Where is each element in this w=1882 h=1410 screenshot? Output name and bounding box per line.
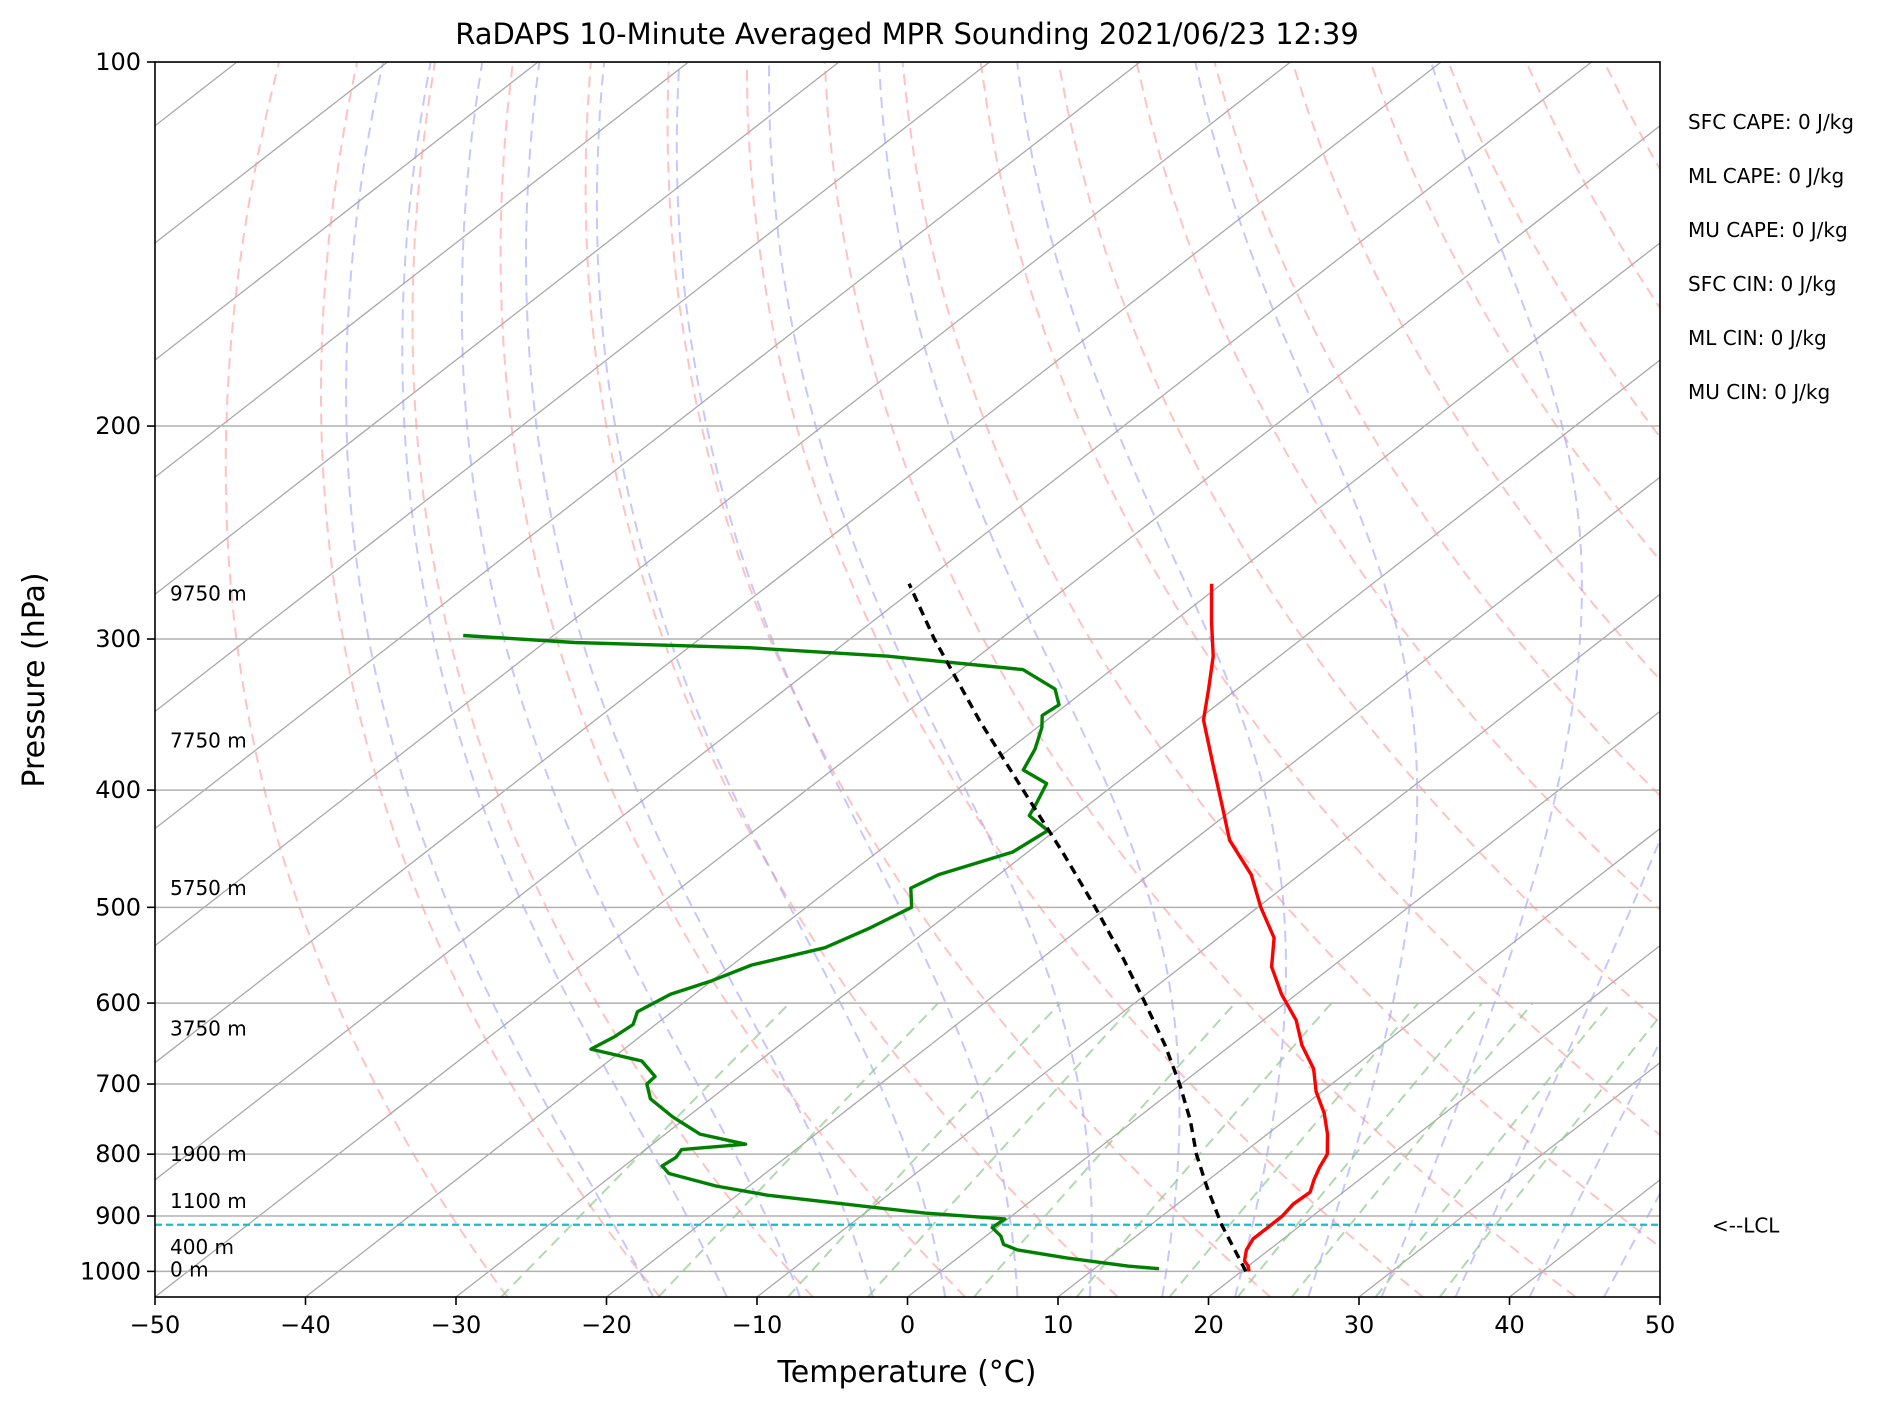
- moist-adiabat-line: [1195, 62, 1417, 1297]
- dry-adiabat-line: [226, 62, 508, 1297]
- isotherm-line: [155, 62, 1742, 1297]
- isotherm-line: [1510, 62, 1882, 1297]
- y-tick-label: 500: [95, 893, 141, 921]
- isotherm-line: [0, 62, 538, 1297]
- x-tick-label: −40: [280, 1311, 331, 1339]
- x-tick-label: 50: [1645, 1311, 1676, 1339]
- dry-adiabat-line: [981, 62, 1881, 1297]
- moist-adiabat-line: [1530, 62, 1882, 1297]
- y-tick-label: 900: [95, 1202, 141, 1230]
- y-tick-label: 600: [95, 989, 141, 1017]
- height-label: 1900 m: [170, 1142, 247, 1166]
- isotherm-line: [0, 62, 688, 1297]
- y-tick-label: 700: [95, 1070, 141, 1098]
- stat-label: MU CIN: 0 J/kg: [1688, 380, 1830, 404]
- mixing-ratio-line: [974, 1003, 1235, 1297]
- y-tick-label: 100: [95, 48, 141, 76]
- isotherm-line: [0, 62, 387, 1297]
- dry-adiabat-line: [1604, 62, 1882, 1297]
- chart-title: RaDAPS 10-Minute Averaged MPR Sounding 2…: [455, 17, 1359, 51]
- dry-adiabat-line: [1137, 62, 1882, 1297]
- parcel-profile-line: [909, 584, 1246, 1272]
- x-tick-label: −10: [732, 1311, 783, 1339]
- isotherm-line: [1660, 62, 1882, 1297]
- isotherm-line: [306, 62, 1882, 1297]
- stat-label: ML CAPE: 0 J/kg: [1688, 164, 1844, 188]
- isotherm-line: [456, 62, 1882, 1297]
- moist-adiabat-line: [526, 62, 873, 1297]
- dry-adiabat-line: [1760, 62, 1882, 1297]
- x-tick-label: 30: [1344, 1311, 1375, 1339]
- moist-adiabat-line: [769, 62, 1092, 1297]
- mixing-ratio-line: [1077, 1003, 1332, 1297]
- dry-adiabat-line: [321, 62, 660, 1297]
- height-label: 9750 m: [170, 581, 247, 605]
- mixing-ratio-line: [1238, 1003, 1482, 1297]
- dry-adiabat-line: [1526, 62, 1882, 1297]
- isotherm-line: [1811, 62, 1882, 1297]
- dry-adiabat-line: [1838, 62, 1882, 1297]
- dry-adiabat-line: [1682, 62, 1882, 1297]
- stat-label: ML CIN: 0 J/kg: [1688, 326, 1827, 350]
- isotherm-line: [908, 62, 1882, 1297]
- dry-adiabat-line: [825, 62, 1576, 1297]
- moist-adiabat-line: [1604, 62, 1882, 1297]
- height-label: 7750 m: [170, 729, 247, 753]
- x-tick-label: 20: [1193, 1311, 1224, 1339]
- y-tick-label: 300: [95, 625, 141, 653]
- x-tick-label: 10: [1043, 1311, 1074, 1339]
- moist-adiabat-line: [597, 62, 945, 1297]
- stat-label: SFC CAPE: 0 J/kg: [1688, 110, 1854, 134]
- lcl-label: <--LCL: [1712, 1214, 1780, 1238]
- y-axis-label: Pressure (hPa): [17, 572, 52, 787]
- plot-frame: [155, 62, 1660, 1297]
- isotherm-line: [0, 62, 1290, 1297]
- x-tick-label: −50: [130, 1311, 181, 1339]
- moist-adiabat-line: [677, 62, 1018, 1297]
- x-tick-label: −30: [431, 1311, 482, 1339]
- x-tick-label: −20: [581, 1311, 632, 1339]
- dry-adiabat-line: [1448, 62, 1882, 1297]
- isotherm-line: [1209, 62, 1882, 1297]
- height-label: 5750 m: [170, 876, 247, 900]
- dry-adiabat-line: [903, 62, 1729, 1297]
- y-tick-label: 400: [95, 776, 141, 804]
- height-label: 1100 m: [170, 1189, 247, 1213]
- y-tick-label: 200: [95, 412, 141, 440]
- isotherm-line: [0, 62, 989, 1297]
- x-tick-label: 0: [900, 1311, 915, 1339]
- height-label: 400 m: [170, 1235, 234, 1259]
- dry-adiabat-line: [1215, 62, 1882, 1297]
- mixing-ratio-line: [1440, 1003, 1671, 1297]
- dry-adiabat-line: [1292, 62, 1882, 1297]
- dry-adiabat-line: [1059, 62, 1882, 1297]
- dry-adiabat-line: [413, 62, 813, 1297]
- x-axis-label: Temperature (°C): [777, 1355, 1037, 1390]
- isotherm-line: [757, 62, 1882, 1297]
- dry-adiabat-line: [747, 62, 1423, 1297]
- isotherm-line: [5, 62, 1592, 1297]
- stat-label: MU CAPE: 0 J/kg: [1688, 218, 1848, 242]
- mixing-ratio-line: [659, 1003, 939, 1297]
- height-label: 0 m: [170, 1257, 209, 1281]
- moist-adiabat-line: [1382, 62, 1582, 1297]
- isotherm-line: [1058, 62, 1882, 1297]
- height-label: 3750 m: [170, 1017, 247, 1041]
- mixing-ratio-line: [501, 1003, 789, 1297]
- y-tick-label: 1000: [80, 1257, 141, 1285]
- moist-adiabat-line: [462, 62, 800, 1297]
- x-tick-label: 40: [1494, 1311, 1525, 1339]
- stat-label: SFC CIN: 0 J/kg: [1688, 272, 1836, 296]
- y-tick-label: 800: [95, 1140, 141, 1168]
- moist-adiabat-line: [879, 62, 1180, 1297]
